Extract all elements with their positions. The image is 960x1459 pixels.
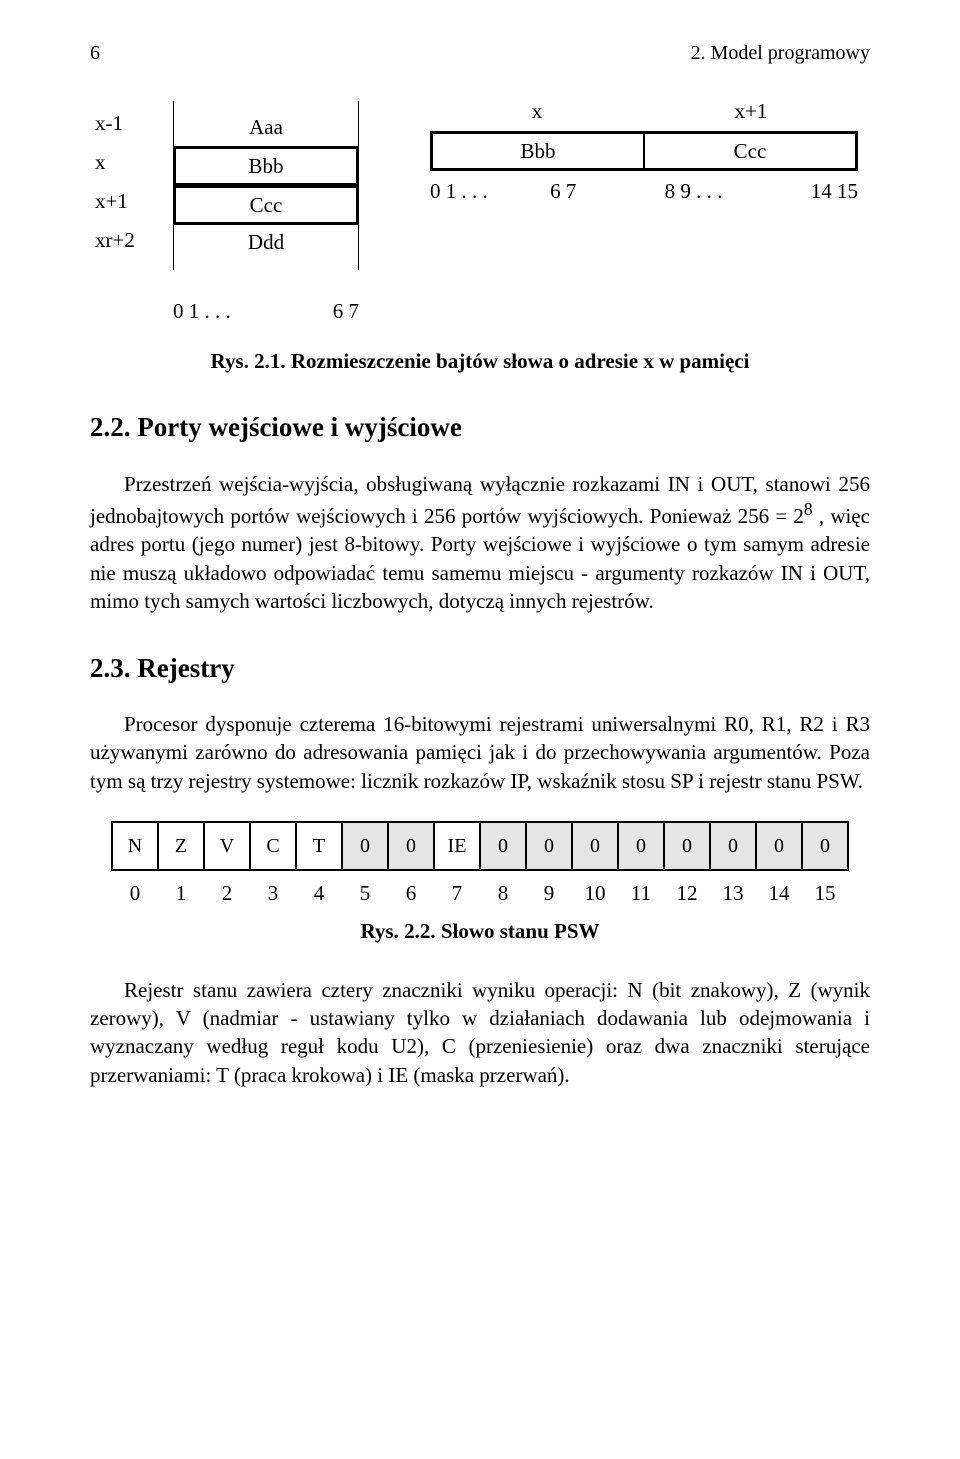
psw-index-2: 2 [204,879,250,907]
fig21-rscale-d: 14 15 [811,177,858,205]
psw-bit-3: C [251,823,297,869]
section-2-3-heading: 2.3. Rejestry [90,650,870,686]
psw-bit-15: 0 [803,823,849,869]
psw-index-10: 10 [572,879,618,907]
fig21-right-x: x [430,97,644,125]
fig21-rowlabel-2: x+1 [95,187,155,215]
psw-index-5: 5 [342,879,388,907]
psw-bit-14: 0 [757,823,803,869]
psw-bit-0: N [113,823,159,869]
psw-bit-12: 0 [665,823,711,869]
psw-bit-11: 0 [619,823,665,869]
psw-index-14: 14 [756,879,802,907]
psw-bit-10: 0 [573,823,619,869]
psw-grid: NZVCT00IE00000000 [111,821,849,871]
psw-bit-5: 0 [343,823,389,869]
fig21-rscale-b: 6 7 [550,177,576,205]
psw-index-9: 9 [526,879,572,907]
psw-index-11: 11 [618,879,664,907]
psw-bit-6: 0 [389,823,435,869]
section-2-2-heading: 2.2. Porty wejściowe i wyjściowe [90,409,870,445]
page-number: 6 [90,40,100,67]
psw-bit-indices: 0123456789101112131415 [112,879,848,907]
fig21-leftscale-end: 6 7 [333,297,359,325]
fig21-right-column: x x+1 Bbb Ccc [430,97,858,171]
fig21-rowlabel-0: x-1 [95,109,155,137]
fig21-leftscale-start: 0 1 . . . [173,297,231,325]
fig21-right-scale: 0 1 . . . 6 7 8 9 . . . 14 15 [430,177,858,205]
fig21-right-ccc: Ccc [645,134,855,168]
psw-index-4: 4 [296,879,342,907]
section-2-2-paragraph: Przestrzeń wejścia-wyjścia, obsługiwaną … [90,470,870,616]
sec22-text-a: Przestrzeń wejścia-wyjścia, obsługiwaną … [90,472,870,528]
psw-index-3: 3 [250,879,296,907]
psw-index-0: 0 [112,879,158,907]
running-head: 6 2. Model programowy [90,40,870,67]
fig21-left-scale: 0 1 . . . 6 7 [173,297,359,325]
psw-index-8: 8 [480,879,526,907]
psw-index-15: 15 [802,879,848,907]
figure-2-1-caption: Rys. 2.1. Rozmieszczenie bajtów słowa o … [90,347,870,375]
psw-index-1: 1 [158,879,204,907]
psw-bit-9: 0 [527,823,573,869]
page: 6 2. Model programowy x-1 x x+1 xr+2 Aaa… [0,0,960,1153]
closing-paragraph: Rejestr stanu zawiera cztery znaczniki w… [90,976,870,1089]
psw-bit-4: T [297,823,343,869]
sec22-sup: 8 [804,499,813,519]
fig21-cell-bbb: Bbb [173,146,359,186]
psw-index-13: 13 [710,879,756,907]
fig21-rscale-c: 8 9 . . . [665,177,723,205]
fig21-right-bbb: Bbb [433,134,643,168]
fig21-right-x1: x+1 [644,97,858,125]
fig21-cell-ddd: Ddd [173,224,359,262]
fig21-rscale-a: 0 1 . . . [430,177,488,205]
psw-bit-8: 0 [481,823,527,869]
figure-2-1: x-1 x x+1 xr+2 Aaa Bbb Ccc Ddd 0 1 . . .… [90,97,870,327]
fig21-left-column: Aaa Bbb Ccc Ddd [173,101,359,270]
fig21-rowlabel-3: xr+2 [95,226,155,254]
psw-index-12: 12 [664,879,710,907]
psw-bit-1: Z [159,823,205,869]
chapter-title: 2. Model programowy [691,40,870,67]
figure-2-2: NZVCT00IE00000000 0123456789101112131415 [90,821,870,907]
psw-bit-2: V [205,823,251,869]
fig21-cell-aaa: Aaa [173,109,359,147]
psw-index-7: 7 [434,879,480,907]
psw-bit-13: 0 [711,823,757,869]
psw-index-6: 6 [388,879,434,907]
fig21-rowlabel-1: x [95,148,155,176]
fig21-cell-ccc: Ccc [173,185,359,225]
figure-2-2-caption: Rys. 2.2. Słowo stanu PSW [90,917,870,945]
section-2-3-paragraph: Procesor dysponuje czterema 16-bitowymi … [90,710,870,795]
psw-bit-7: IE [435,823,481,869]
fig21-right-box: Bbb Ccc [430,131,858,171]
